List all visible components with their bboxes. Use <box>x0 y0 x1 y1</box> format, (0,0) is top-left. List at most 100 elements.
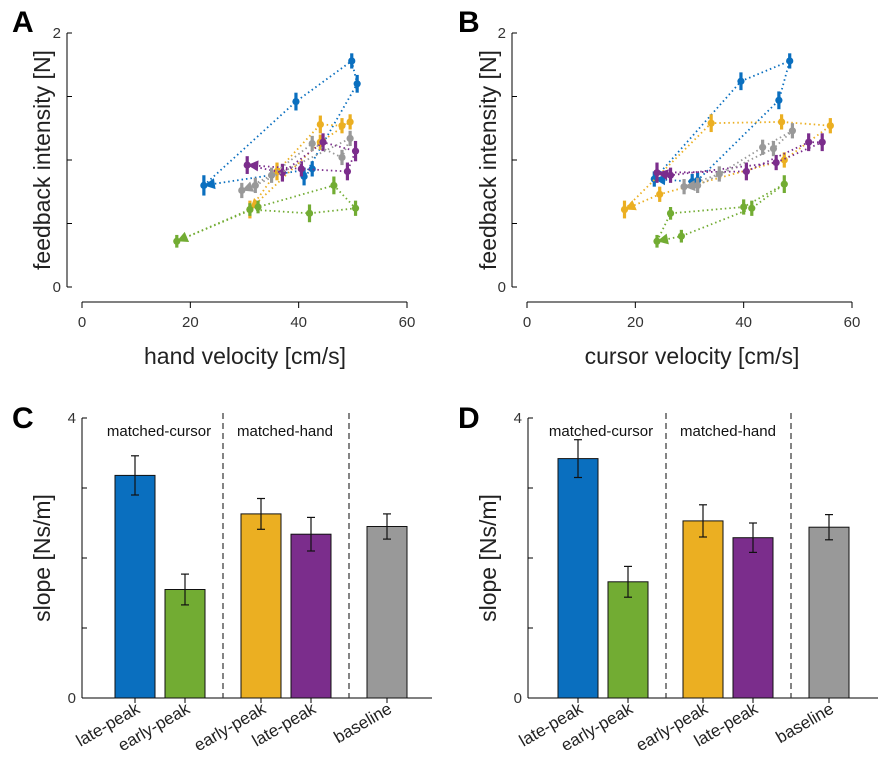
panel-b-series-blue-point <box>737 77 745 85</box>
panel-letter-a: A <box>12 6 34 39</box>
panel-d-category-label: baseline <box>773 699 837 747</box>
panel-c-y-tick-label: 0 <box>68 690 76 707</box>
panel-b-x-tick-label: 40 <box>735 314 752 331</box>
panel-a-series-orange-point <box>316 120 324 129</box>
panel-a-series-gray-point <box>308 139 316 148</box>
panel-a-xlabel: hand velocity [cm/s] <box>144 343 346 369</box>
panel-d-bar-purple <box>732 537 774 699</box>
panel-c-category-label: baseline <box>331 699 395 747</box>
panel-a-ylabel: feedback intensity [N] <box>29 50 55 270</box>
panel-b-x-tick-label: 0 <box>523 314 531 331</box>
panel-letter-b: B <box>458 6 480 39</box>
panel-b-series-orange-point <box>707 119 715 127</box>
panel-d-bar-green <box>607 581 649 699</box>
panel-b-series-green-point <box>748 204 756 212</box>
panel-a-series-gray-point <box>338 153 346 162</box>
panel-b-xlabel: cursor velocity [cm/s] <box>585 343 800 369</box>
panel-a-x-tick-label: 60 <box>399 314 416 331</box>
panel-a-series-purple-point <box>243 161 251 169</box>
panel-a-series-blue-point <box>348 57 356 65</box>
panel-b-series-gray-arrow <box>684 180 696 192</box>
panel-b-series-green-point <box>666 209 675 217</box>
panel-a-series-green-point <box>254 203 262 211</box>
panel-d-y-tick-label: 4 <box>514 410 522 427</box>
panel-a-x-tick-label: 20 <box>182 314 199 331</box>
panel-a-series-purple-point <box>297 165 305 173</box>
panel-a-series-green-point <box>330 181 338 189</box>
panel-b-ylabel: feedback intensity [N] <box>475 50 501 270</box>
panel-b-series-gray-point <box>759 143 767 151</box>
panel-b-series-orange-path <box>623 120 833 211</box>
panel-d-bar-gray <box>808 526 850 699</box>
panel-b-series-purple-point <box>818 138 826 146</box>
panel-b-series-green-path <box>656 183 785 243</box>
panel-a-series-blue-point <box>200 181 208 189</box>
panel-b-series-orange-point <box>620 205 629 214</box>
panel-a-series-purple-arrow <box>247 160 259 172</box>
panel-c-bar-green <box>164 589 206 699</box>
panel-b-series-blue-point <box>775 96 783 104</box>
panel-a-series-blue-point <box>353 80 361 88</box>
panel-c-y-tick-label: 4 <box>68 410 76 427</box>
panel-a-series-green-point <box>246 205 254 214</box>
panel-c-group-matched-hand: matched-hand <box>237 423 333 440</box>
panel-b-series-purple-path <box>656 141 823 177</box>
panel-d-y-tick-label: 0 <box>514 690 522 707</box>
panel-a-series-orange-point <box>346 118 354 126</box>
panel-b-series-gray-point <box>715 170 723 178</box>
panel-a-series-purple-point <box>351 147 360 155</box>
panel-a-y-tick-label: 2 <box>53 25 61 42</box>
panel-d-bar-blue <box>557 458 599 699</box>
panel-b-series-green-point <box>653 237 661 245</box>
panel-b-series-green-point <box>677 232 685 240</box>
panel-a-series-green-point <box>305 209 314 217</box>
panel-b-series-orange-point <box>656 190 664 198</box>
panel-b-series-blue-point <box>786 57 794 65</box>
panel-b-series-gray-point <box>680 183 688 191</box>
panel-b-series-green-point <box>740 203 748 211</box>
panel-a-series-green-point <box>173 237 181 245</box>
panel-a-y-tick-label: 0 <box>53 279 61 296</box>
panel-a-series-blue-point <box>308 165 316 173</box>
panel-b-series-orange-point <box>780 156 788 164</box>
panel-a-series-orange-point <box>338 122 346 130</box>
panel-b-x-tick-label: 20 <box>627 314 644 331</box>
panel-c-bar-blue <box>114 474 156 699</box>
panel-d-bar-orange <box>682 520 724 699</box>
panel-c-bar-orange <box>240 513 282 699</box>
panel-c-group-matched-cursor: matched-cursor <box>107 423 211 440</box>
panel-b-series-gray-point <box>694 181 702 189</box>
panel-b-x-tick-label: 60 <box>844 314 861 331</box>
panel-b-series-orange-point <box>777 118 786 126</box>
panel-a-series-gray-point <box>346 134 354 143</box>
panel-a-series-gray-point <box>267 171 276 179</box>
panel-a-series-blue-point <box>292 97 300 106</box>
panel-b-y-tick-label: 0 <box>498 279 506 296</box>
panel-b-series-purple-point <box>772 158 780 167</box>
panel-b-y-tick-label: 2 <box>498 25 506 42</box>
panel-a-x-tick-label: 40 <box>290 314 307 331</box>
panel-a-series-orange-point <box>273 167 281 176</box>
panel-b-series-green-point <box>780 180 788 188</box>
panel-a-series-purple-point <box>319 138 327 146</box>
panel-a-series-green-point <box>351 204 360 212</box>
panel-d-group-matched-cursor: matched-cursor <box>549 423 653 440</box>
panel-letter-d: D <box>458 402 480 435</box>
panel-a-series-gray-point <box>251 181 259 189</box>
panel-b-series-purple-point <box>805 138 813 146</box>
panel-b-series-gray-point <box>769 144 778 153</box>
panel-d-ylabel: slope [Ns/m] <box>475 494 501 622</box>
panel-a-series-blue-path <box>203 59 359 187</box>
panel-c-ylabel: slope [Ns/m] <box>29 494 55 622</box>
panel-b-series-purple-point <box>653 169 661 177</box>
panel-b-series-gray-point <box>788 127 797 135</box>
panel-letter-c: C <box>12 402 34 435</box>
panel-c-bar-gray <box>366 526 408 699</box>
panel-d-group-matched-hand: matched-hand <box>680 423 776 440</box>
panel-a-series-gray-point <box>238 186 246 195</box>
panel-b-series-orange-point <box>826 122 834 130</box>
panel-b-series-purple-point <box>742 167 750 176</box>
panel-c-bar-purple <box>290 533 332 699</box>
